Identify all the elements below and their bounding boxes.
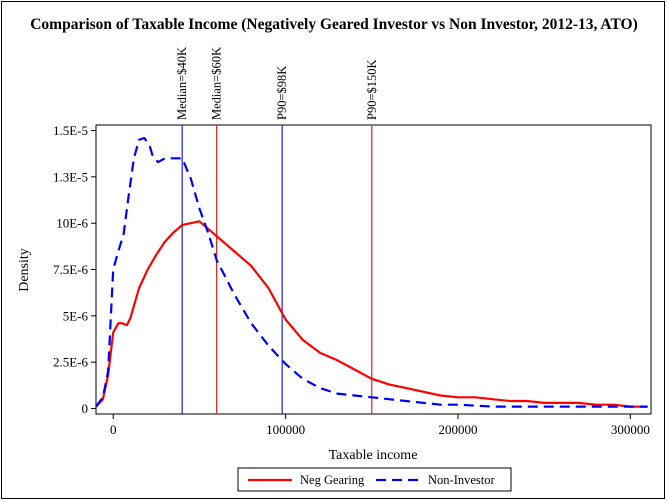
legend-label-0: Neg Gearing <box>300 473 365 487</box>
y-tick-label-3: 7.5E-6 <box>53 262 89 277</box>
legend-label-1: Non-Investor <box>428 473 495 487</box>
x-tick-label-3: 300000 <box>611 422 650 437</box>
y-tick-label-0: 0 <box>82 401 89 416</box>
y-axis: 0 2.5E-6 5E-6 7.5E-6 10E-6 1.3E-5 1.5E-5 <box>53 123 96 416</box>
series-line-1 <box>95 136 648 408</box>
reference-line-label-3: P90=$150K <box>365 59 379 120</box>
chart-title: Comparison of Taxable Income (Negatively… <box>30 16 638 33</box>
y-tick-label-4: 10E-6 <box>56 216 88 231</box>
x-axis-label: Taxable income <box>329 448 418 463</box>
x-tick-label-0: 0 <box>110 422 117 437</box>
reference-lines: Median=$40K Median=$60K P90=$98K P90=$150K <box>175 47 379 414</box>
reference-line-label-2: P90=$98K <box>275 66 289 120</box>
x-tick-label-1: 100000 <box>266 422 305 437</box>
x-axis: 0 100000 200000 300000 <box>110 414 650 437</box>
y-tick-label-1: 2.5E-6 <box>53 355 89 370</box>
y-tick-label-2: 5E-6 <box>63 308 89 323</box>
legend-box <box>237 467 512 492</box>
legend: Neg Gearing Non-Investor <box>237 467 512 492</box>
y-axis-label: Density <box>17 248 32 292</box>
series-lines <box>95 136 648 408</box>
x-tick-label-2: 200000 <box>438 422 477 437</box>
y-tick-label-6: 1.5E-5 <box>53 123 88 138</box>
reference-line-label-0: Median=$40K <box>175 47 189 120</box>
y-tick-label-5: 1.3E-5 <box>53 169 88 184</box>
plot-area <box>95 124 652 415</box>
reference-line-label-1: Median=$60K <box>210 47 224 120</box>
series-line-0 <box>95 220 648 408</box>
